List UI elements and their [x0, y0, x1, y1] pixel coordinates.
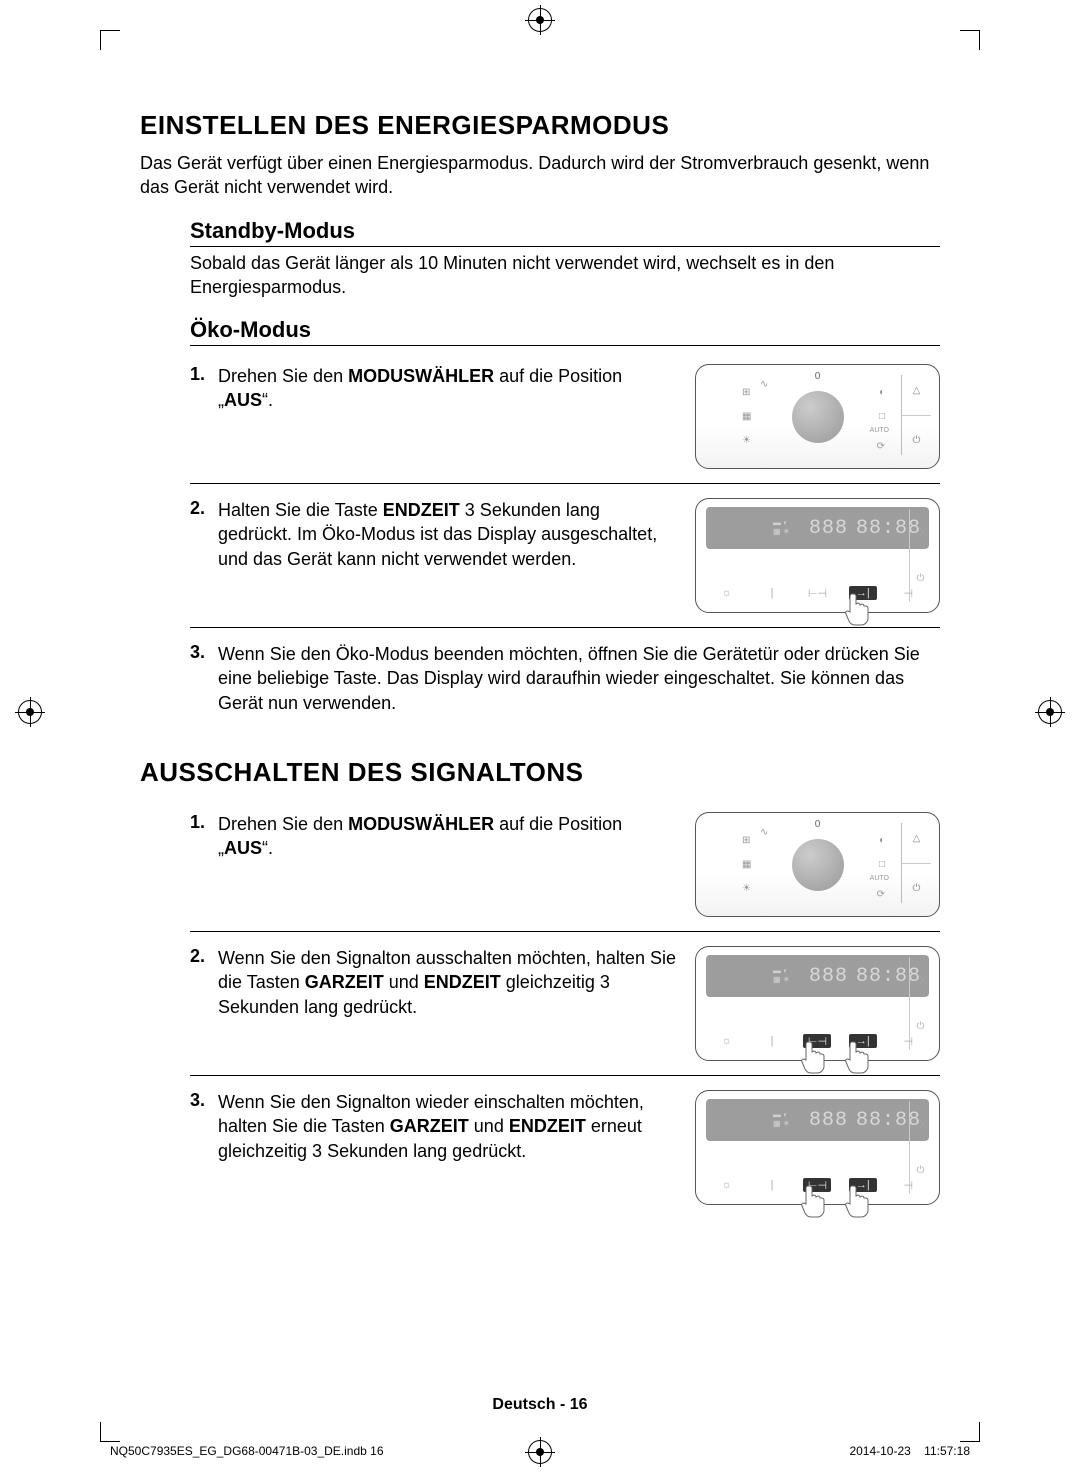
step-number: 2.: [190, 498, 212, 571]
page-footer: Deutsch - 16: [0, 1396, 1080, 1414]
lcd-icons: ▬ ◐▦ ☀: [773, 1111, 801, 1129]
step-number: 1.: [190, 812, 212, 861]
standby-body: Sobald das Gerät länger als 10 Minuten n…: [190, 251, 940, 300]
btn-garzeit-icon: ⊢⊣: [803, 586, 831, 600]
step-body: Halten Sie die Taste ENDZEIT 3 Sekunden …: [218, 498, 677, 571]
heading-standby: Standby-Modus: [190, 218, 940, 247]
btn-light-icon: ☼: [713, 1034, 741, 1048]
hand-pointer-icon: [844, 1184, 870, 1218]
mode-icon: ☀: [742, 435, 751, 446]
lcd-display: ▬ ◐▦ ☀ 888 88:88: [706, 507, 929, 549]
signal-step-2: 2. Wenn Sie den Signalton ausschalten mö…: [190, 932, 940, 1076]
dial-knob-icon: [792, 839, 844, 891]
btn-light-icon: ☼: [713, 586, 741, 600]
eco-step-2: 2. Halten Sie die Taste ENDZEIT 3 Sekund…: [190, 484, 940, 628]
mode-icon: ◐: [879, 387, 885, 398]
heading-eco: Öko-Modus: [190, 317, 940, 346]
step-body: Drehen Sie den MODUSWÄHLER auf die Posit…: [218, 812, 677, 861]
hand-pointer-icon: [844, 1040, 870, 1074]
btn-separator: |: [758, 1034, 786, 1048]
mode-icon: □: [879, 859, 885, 870]
mode-icon: □: [879, 411, 885, 422]
side-buttons: △⏻: [901, 375, 931, 455]
mode-icon: ∿: [760, 827, 768, 838]
lcd-segment: 888: [809, 965, 848, 988]
heading-energy-saving: EINSTELLEN DES ENERGIESPARMODUS: [140, 110, 940, 141]
manual-page: EINSTELLEN DES ENERGIESPARMODUS Das Gerä…: [100, 30, 980, 1440]
lcd-segment: 888: [809, 1109, 848, 1132]
imprint-time: 11:57:18: [924, 1444, 970, 1458]
mode-icon: ⟳: [877, 441, 885, 452]
registration-mark: [528, 8, 552, 32]
step-number: 1.: [190, 364, 212, 413]
step-number: 3.: [190, 642, 212, 715]
power-icon: ⏻: [913, 883, 921, 894]
side-buttons: △⏻: [901, 823, 931, 903]
btn-clock-icon: ⊣: [894, 586, 922, 600]
figure-dial: 0 ⊞ ▦ ☀ ◐ □ AUTO ⟳ ∿ △⏻: [695, 812, 940, 917]
mode-icon: ▦: [742, 859, 751, 870]
lcd-segment: 888: [809, 517, 848, 540]
step-body: Wenn Sie den Signalton ausschalten möcht…: [218, 946, 677, 1019]
mode-auto-icon: AUTO: [870, 427, 889, 434]
hand-pointer-icon: [844, 592, 870, 626]
mode-icon: ∿: [760, 379, 768, 390]
signal-step-1: 1. Drehen Sie den MODUSWÄHLER auf die Po…: [190, 798, 940, 932]
step-body: Drehen Sie den MODUSWÄHLER auf die Posit…: [218, 364, 677, 413]
mode-icon: ▦: [742, 411, 751, 422]
mode-icon: ⊞: [742, 835, 750, 846]
signal-steps: 1. Drehen Sie den MODUSWÄHLER auf die Po…: [140, 798, 940, 1219]
figure-panel-both: ▬ ◐▦ ☀ 888 88:88 ◇⏻ ☼ | ⊢⊣ →| ⊣: [695, 946, 940, 1061]
light-icon: △: [913, 385, 921, 396]
step-body: Wenn Sie den Signalton wieder einschalte…: [218, 1090, 677, 1163]
eco-step-1: 1. Drehen Sie den MODUSWÄHLER auf die Po…: [190, 350, 940, 484]
hand-pointer-icon: [800, 1040, 826, 1074]
mode-icon: ⊞: [742, 387, 750, 398]
lead-energy: Das Gerät verfügt über einen Energiespar…: [140, 151, 940, 200]
mode-icon: ◐: [879, 835, 885, 846]
figure-panel-endtime: ▬ ◐▦ ☀ 888 88:88 ◇⏻ ☼ | ⊢⊣ →| ⊣: [695, 498, 940, 613]
registration-mark: [18, 700, 42, 724]
imprint-file: NQ50C7935ES_EG_DG68-00471B-03_DE.indb 16: [110, 1444, 384, 1458]
mode-auto-icon: AUTO: [870, 875, 889, 882]
figure-panel-both: ▬ ◐▦ ☀ 888 88:88 ◇⏻ ☼ | ⊢⊣ →| ⊣: [695, 1090, 940, 1205]
btn-clock-icon: ⊣: [894, 1034, 922, 1048]
dial-zero-icon: 0: [815, 371, 821, 382]
lcd-icons: ▬ ◐▦ ☀: [773, 967, 801, 985]
imprint-line: NQ50C7935ES_EG_DG68-00471B-03_DE.indb 16…: [110, 1444, 970, 1458]
hand-pointer-icon: [800, 1184, 826, 1218]
heading-signal-off: AUSSCHALTEN DES SIGNALTONS: [140, 757, 940, 788]
btn-light-icon: ☼: [713, 1178, 741, 1192]
dial-zero-icon: 0: [815, 819, 821, 830]
signal-step-3: 3. Wenn Sie den Signalton wieder einscha…: [190, 1076, 940, 1219]
figure-dial: 0 ⊞ ▦ ☀ ◐ □ AUTO ⟳ ∿ △⏻: [695, 364, 940, 469]
lcd-display: ▬ ◐▦ ☀ 888 88:88: [706, 1099, 929, 1141]
btn-clock-icon: ⊣: [894, 1178, 922, 1192]
mode-icon: ☀: [742, 883, 751, 894]
registration-mark: [1038, 700, 1062, 724]
step-body: Wenn Sie den Öko-Modus beenden möchten, …: [218, 642, 940, 715]
imprint-date: 2014-10-23: [849, 1444, 910, 1458]
light-icon: △: [913, 833, 921, 844]
btn-separator: |: [758, 1178, 786, 1192]
btn-separator: |: [758, 586, 786, 600]
eco-steps: 1. Drehen Sie den MODUSWÄHLER auf die Po…: [140, 350, 940, 729]
mode-icon: ⟳: [877, 889, 885, 900]
button-row: ☼ | ⊢⊣ →| ⊣: [706, 582, 929, 604]
step-number: 3.: [190, 1090, 212, 1163]
lcd-icons: ▬ ◐▦ ☀: [773, 519, 801, 537]
step-number: 2.: [190, 946, 212, 1019]
dial-knob-icon: [792, 391, 844, 443]
lcd-display: ▬ ◐▦ ☀ 888 88:88: [706, 955, 929, 997]
power-icon: ⏻: [913, 435, 921, 446]
eco-step-3: 3. Wenn Sie den Öko-Modus beenden möchte…: [190, 628, 940, 729]
